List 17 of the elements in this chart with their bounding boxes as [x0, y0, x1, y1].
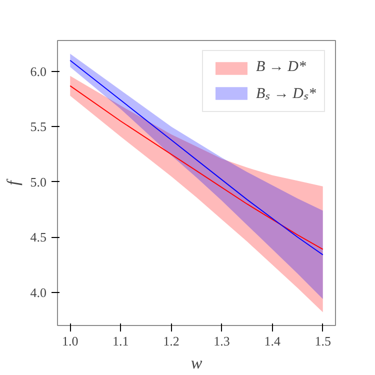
y-tick-label: 4.5: [30, 230, 46, 245]
x-tick-label: 1.2: [163, 334, 180, 348]
x-tick-label: 1.5: [314, 334, 331, 348]
y-tick-label: 6.0: [30, 64, 46, 79]
y-tick-label: 5.0: [30, 174, 46, 190]
y-tick-label: 4.0: [30, 284, 46, 300]
x-tick-label: 1.3: [214, 334, 230, 348]
x-axis-title: w: [190, 354, 203, 372]
y-tick-label: 5.5: [30, 119, 46, 134]
line-series: [70, 85, 324, 250]
y-axis-title: f: [3, 178, 22, 186]
line-series: [70, 60, 324, 256]
legend-label: Bₛ → Dₛ*: [256, 85, 316, 103]
legend-label: B → D*: [256, 59, 306, 76]
x-tick-label: 1.1: [112, 334, 129, 348]
x-tick-label: 1.4: [264, 334, 281, 348]
x-tick-label: 1.0: [62, 334, 78, 348]
